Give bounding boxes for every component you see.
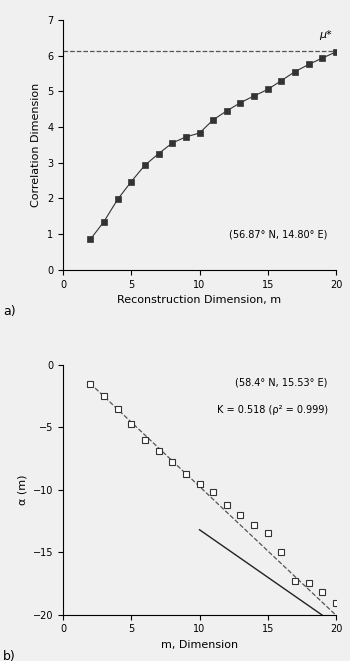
Y-axis label: Correlation Dimension: Correlation Dimension (32, 83, 41, 207)
Y-axis label: α (m): α (m) (17, 475, 27, 505)
Text: (58.4° N, 15.53° E): (58.4° N, 15.53° E) (236, 377, 328, 387)
Text: a): a) (3, 305, 15, 318)
Text: K = 0.518 (ρ² = 0.999): K = 0.518 (ρ² = 0.999) (217, 405, 328, 414)
Text: (56.87° N, 14.80° E): (56.87° N, 14.80° E) (230, 230, 328, 240)
X-axis label: m, Dimension: m, Dimension (161, 640, 238, 650)
X-axis label: Reconstruction Dimension, m: Reconstruction Dimension, m (118, 295, 281, 305)
Text: μ*: μ* (319, 30, 331, 40)
Text: b): b) (3, 650, 16, 661)
